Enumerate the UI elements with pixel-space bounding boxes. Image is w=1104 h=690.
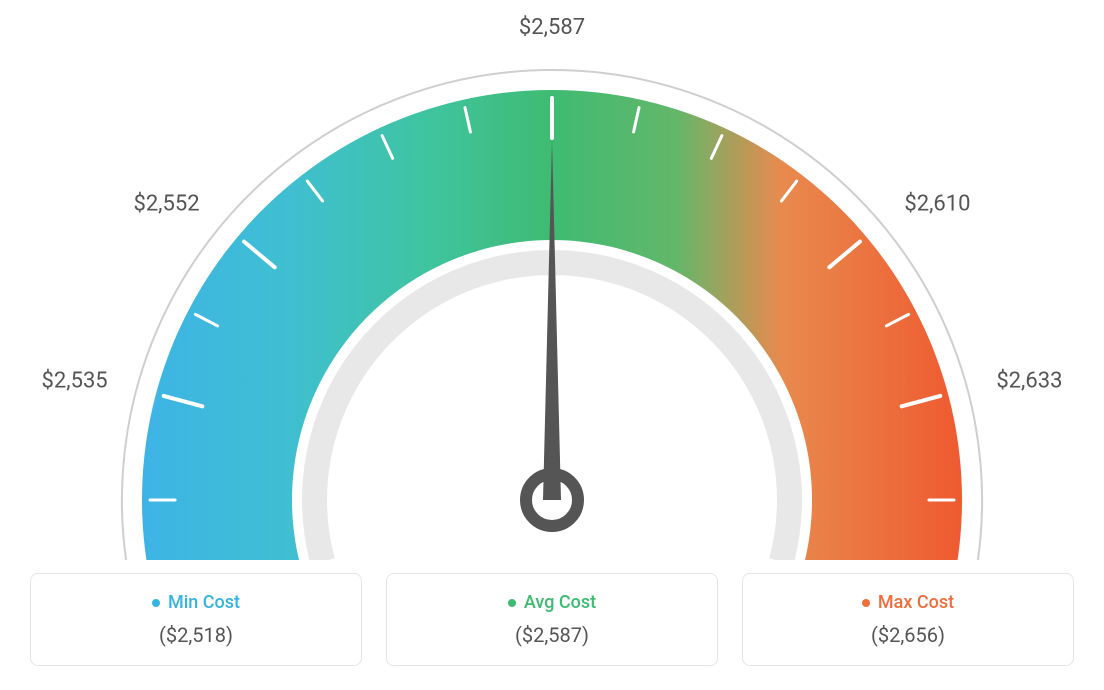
legend-min-label: Min Cost: [152, 592, 240, 613]
legend-min-value: ($2,518): [51, 623, 341, 647]
legend-row: Min Cost ($2,518) Avg Cost ($2,587) Max …: [30, 573, 1074, 667]
legend-card-max: Max Cost ($2,656): [742, 573, 1074, 667]
gauge-scale-label: $2,610: [904, 192, 970, 217]
legend-max-value: ($2,656): [763, 623, 1053, 647]
legend-avg-label: Avg Cost: [508, 592, 596, 613]
cost-gauge: $2,518$2,535$2,552$2,587$2,610$2,633$2,6…: [0, 0, 1104, 560]
legend-card-avg: Avg Cost ($2,587): [386, 573, 718, 667]
legend-max-label: Max Cost: [862, 592, 954, 613]
legend-card-min: Min Cost ($2,518): [30, 573, 362, 667]
legend-avg-value: ($2,587): [407, 623, 697, 647]
gauge-scale-label: $2,552: [133, 192, 199, 217]
gauge-scale-label: $2,633: [996, 368, 1062, 393]
gauge-scale-label: $2,587: [519, 15, 585, 40]
gauge-scale-label: $2,535: [42, 368, 108, 393]
